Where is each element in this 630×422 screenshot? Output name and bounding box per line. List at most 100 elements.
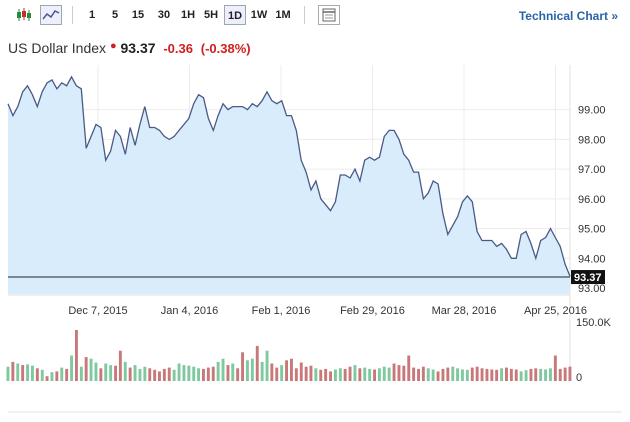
volume-bar [11,361,15,381]
last-price-label: 93.37 [574,272,602,284]
volume-bar [202,368,205,381]
x-tick-label: Jan 4, 2016 [161,305,219,317]
volume-bar [563,367,567,381]
volume-bar [456,368,459,382]
volume-bar [60,367,64,381]
quote-header: US Dollar Index ● 93.37 -0.36 (-0.38%) [8,40,251,56]
volume-bar [509,368,513,381]
y-tick-label: 97.00 [578,164,606,176]
volume-bar [446,367,450,381]
volume-bar [309,365,313,381]
volume-bar [299,362,303,381]
volume-bar [421,366,425,381]
interval-5[interactable]: 5 [111,9,119,21]
volume-bar [348,366,352,381]
x-tick-label: Feb 1, 2016 [252,305,311,317]
interval-1[interactable]: 1 [88,9,96,21]
volume-bar [402,365,406,381]
y-tick-label: 96.00 [578,194,606,206]
interval-5h[interactable]: 5H [203,9,219,21]
y-axis: 99.00 98.00 97.00 96.00 95.00 94.00 93.00 [578,105,606,295]
volume-bar [505,367,508,381]
volume-axis: 150.0K 0 [576,317,612,384]
volume-bar [50,372,54,381]
volume-bar [334,369,337,381]
volume-bar [148,368,152,382]
toolbar-separator [72,6,73,24]
volume-bar [461,369,464,381]
volume-bar [285,360,288,381]
volume-bar [246,360,249,381]
x-axis: Dec 7, 2015 Jan 4, 2016 Feb 1, 2016 Feb 29,… [68,305,587,317]
volume-bar [553,355,557,381]
volume-bar [270,363,274,381]
volume-bar [84,357,88,381]
price-line [7,75,571,277]
volume-bar [206,367,210,381]
volume-bar [304,366,308,381]
volume-bar [109,365,113,381]
volume-bar [75,330,78,381]
interval-15[interactable]: 15 [131,9,145,21]
volume-bar [226,365,230,381]
x-tick-label: Mar 28, 2016 [432,305,497,317]
volume-bar [275,367,279,381]
volume-bar [500,368,503,382]
live-indicator-icon: ● [109,40,117,52]
volume-bar [397,365,401,381]
technical-chart-link[interactable]: Technical Chart » [518,9,618,23]
volume-bar [451,366,455,381]
price-change-percent: (-0.38%) [200,41,251,56]
volume-bar [558,368,562,381]
volume-bar [128,367,132,381]
volume-bar [236,368,240,382]
volume-bar [104,363,108,381]
price-change: -0.36 [163,41,193,56]
volume-bar [167,367,171,381]
volume-bar [290,358,293,381]
volume-bar [417,368,420,381]
volume-bar [99,368,103,382]
volume-bar [94,362,98,381]
interval-1d[interactable]: 1D [224,5,246,25]
volume-bar [353,365,357,381]
volume-bar [70,355,73,381]
chart-toolbar: 1 5 15 30 1H 5H 1D 1W 1M Technical Chart… [0,0,630,32]
volume-bar [265,350,269,381]
volume-bar [412,367,416,381]
volume-bar [138,368,142,381]
volume-bar [544,369,547,381]
volume-bars [6,330,572,382]
volume-bar [338,368,342,382]
volume-bar [172,369,176,381]
interval-30[interactable]: 30 [157,9,171,21]
calendar-icon[interactable] [318,5,340,25]
volume-bar [241,352,244,381]
volume-bar [387,367,391,381]
interval-1m[interactable]: 1M [275,9,291,21]
volume-bar [378,368,381,382]
volume-bar [197,368,200,382]
interval-1h[interactable]: 1H [180,9,196,21]
volume-bar [363,367,367,381]
candlestick-chart-icon[interactable] [14,5,34,25]
volume-bar [368,368,372,381]
volume-bar [373,369,376,381]
volume-bar [465,369,469,381]
volume-bar [382,366,386,381]
volume-bar [524,370,528,381]
y-tick-label: 95.00 [578,224,606,236]
x-tick-label: Feb 29, 2016 [340,305,405,317]
volume-bar [45,376,49,381]
volume-tick-label: 0 [576,372,582,384]
volume-bar [177,363,181,381]
volume-bar [6,366,10,381]
volume-bar [392,363,396,381]
volume-bar [231,363,235,381]
volume-bar [319,369,323,381]
volume-bar [187,365,191,381]
volume-bar [260,361,264,381]
line-chart-icon[interactable] [40,5,62,25]
interval-1w[interactable]: 1W [250,9,268,21]
